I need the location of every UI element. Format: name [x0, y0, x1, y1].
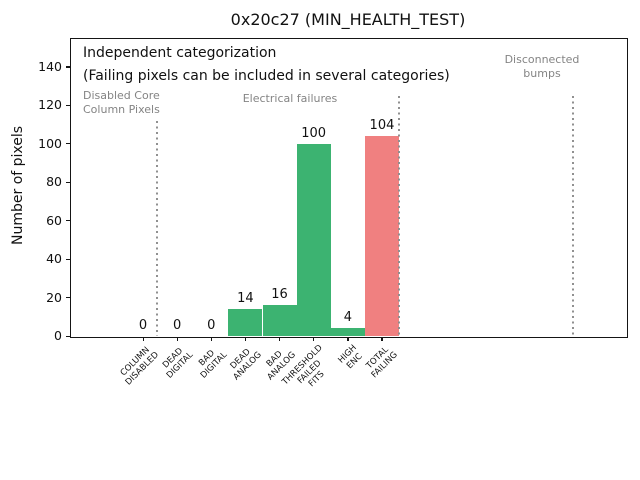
- x-tick-mark: [279, 337, 281, 341]
- section-divider-line: [398, 95, 401, 336]
- bar-value-label: 0: [172, 318, 182, 333]
- x-tick-mark: [313, 337, 315, 341]
- y-tick-label: 20: [46, 289, 62, 305]
- y-tick-label: 60: [46, 212, 62, 228]
- x-tick-mark: [176, 337, 178, 341]
- bar: [330, 328, 365, 336]
- chart-title: 0x20c27 (MIN_HEALTH_TEST): [230, 10, 466, 29]
- y-tick-mark: [66, 143, 70, 145]
- bar: [228, 309, 263, 336]
- y-tick-label: 120: [38, 97, 62, 113]
- annotation-independent-categorization-note: (Failing pixels can be included in sever…: [83, 68, 450, 84]
- bar-value-label: 0: [207, 318, 216, 333]
- y-tick-label: 80: [46, 174, 62, 190]
- y-tick-label: 40: [46, 251, 62, 267]
- bar-value-label: 16: [271, 287, 288, 303]
- annotation-disabled-core-column-pixels: Disabled Core Column Pixels: [83, 89, 160, 116]
- annotation-disconnected-bumps: Disconnected bumps: [504, 53, 580, 80]
- y-tick-mark: [66, 297, 70, 299]
- y-tick-label: 140: [38, 58, 62, 74]
- y-tick-mark: [66, 335, 70, 337]
- x-tick-label: HIGH ENC: [336, 343, 365, 372]
- y-tick-mark: [66, 181, 70, 183]
- y-tick-mark: [66, 104, 70, 106]
- x-tick-label: DEAD DIGITAL: [160, 346, 196, 381]
- bar-value-label: 100: [301, 125, 327, 141]
- plot-area: [70, 38, 628, 338]
- x-tick-label: BAD DIGITAL: [197, 348, 230, 381]
- annotation-independent-categorization: Independent categorization: [83, 45, 277, 61]
- bar-value-label: 0: [138, 318, 148, 333]
- bar-value-label: 4: [343, 310, 352, 326]
- bar-value-label: 14: [237, 291, 254, 307]
- bar: [296, 143, 331, 336]
- y-tick-label: 100: [38, 135, 62, 151]
- x-tick-mark: [210, 337, 212, 341]
- x-tick-mark: [347, 337, 349, 341]
- y-tick-mark: [66, 220, 70, 222]
- bar: [364, 136, 399, 336]
- x-tick-label: TOTAL FAILING: [364, 344, 401, 381]
- y-tick-mark: [66, 258, 70, 260]
- x-tick-mark: [381, 337, 383, 341]
- y-tick-mark: [66, 66, 70, 68]
- bar-value-label: 104: [369, 118, 395, 134]
- x-tick-mark: [244, 337, 247, 341]
- section-divider-line: [155, 120, 158, 336]
- x-tick-mark: [142, 337, 144, 341]
- y-tick-label: 0: [54, 328, 62, 343]
- x-tick-label: COLUMN DISABLED: [118, 345, 162, 388]
- x-tick-label: DEAD ANALOG: [228, 347, 264, 383]
- annotation-electrical-failures: Electrical failures: [242, 92, 338, 105]
- bar: [262, 305, 297, 336]
- section-divider-line: [572, 95, 575, 336]
